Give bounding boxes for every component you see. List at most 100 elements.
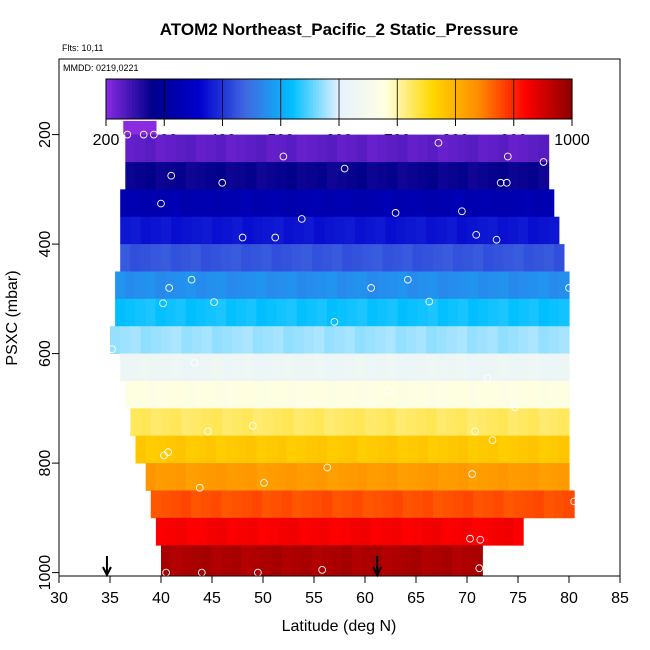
heatmap-cell <box>276 380 288 409</box>
heatmap-cell <box>344 326 356 354</box>
heatmap-cell <box>281 490 293 519</box>
colorbar-segment <box>525 79 529 119</box>
heatmap-cell <box>293 216 305 245</box>
y-tick-label: 200 <box>37 121 54 148</box>
colorbar-segment <box>423 79 427 119</box>
heatmap-cell <box>314 326 325 354</box>
measurement-point <box>238 233 247 242</box>
heatmap-cell <box>170 490 182 519</box>
heatmap-cell <box>190 244 202 272</box>
heatmap-cell <box>437 271 449 300</box>
heatmap-cell <box>473 490 484 519</box>
heatmap-cell <box>171 326 182 354</box>
heatmap-cell <box>538 298 550 327</box>
heatmap-cell <box>442 189 454 218</box>
heatmap-cell <box>311 244 323 272</box>
colorbar-segment <box>231 79 235 119</box>
heatmap-cell <box>538 463 550 491</box>
heatmap-cell <box>145 161 157 190</box>
heatmap-cell <box>342 244 353 272</box>
colorbar-segment <box>379 79 384 119</box>
colorbar-segment <box>111 79 116 119</box>
heatmap-cell <box>377 380 389 409</box>
heatmap-cell <box>252 408 264 437</box>
heatmap-cell <box>150 244 162 272</box>
heatmap-cell <box>412 189 424 218</box>
heatmap-cell <box>261 189 273 218</box>
heatmap-cell <box>492 517 504 546</box>
heatmap-cell <box>548 463 560 491</box>
heatmap-cell <box>498 380 510 409</box>
heatmap-cell <box>251 545 263 576</box>
heatmap-cell <box>362 189 373 218</box>
colorbar-segment <box>429 79 433 119</box>
heatmap-cell <box>336 161 348 190</box>
heatmap-cell <box>347 463 358 491</box>
heatmap-cell <box>452 545 463 576</box>
heatmap-cell <box>140 244 152 272</box>
heatmap-cell <box>205 380 217 409</box>
colorbar-segment <box>356 79 360 119</box>
heatmap-cell <box>507 216 519 245</box>
heatmap-cell <box>387 463 399 491</box>
heatmap-cell <box>236 271 247 300</box>
heatmap-cell <box>221 244 232 272</box>
colorbar-segment <box>202 79 206 119</box>
heatmap-cell <box>458 380 469 409</box>
heatmap-cell <box>446 216 458 245</box>
heatmap-cell <box>180 189 192 218</box>
heatmap-cell <box>548 380 560 409</box>
heatmap-cell <box>191 216 203 245</box>
heatmap-cell <box>488 380 500 409</box>
colorbar-segment <box>132 79 136 119</box>
heatmap-cell <box>293 326 305 354</box>
heatmap-cell <box>226 463 238 491</box>
heatmap-cell <box>268 517 279 546</box>
heatmap-cell <box>181 490 192 519</box>
heatmap-cell <box>375 216 386 245</box>
heatmap-cell <box>293 353 305 382</box>
heatmap-cell <box>395 408 407 437</box>
heatmap-cell <box>493 244 504 272</box>
heatmap-cell <box>402 490 414 519</box>
heatmap-cell <box>548 435 560 464</box>
heatmap-cell <box>417 134 429 163</box>
heatmap-cell <box>210 189 222 218</box>
heatmap-cell <box>507 353 519 382</box>
heatmap-cell <box>327 463 338 491</box>
heatmap-cell <box>508 298 520 327</box>
colorbar-segment <box>563 79 567 119</box>
colorbar-segment <box>516 79 521 119</box>
heatmap-cell <box>397 161 409 190</box>
heatmap-cell <box>296 134 308 163</box>
colorbar-segment <box>522 79 526 119</box>
heatmap-cell <box>281 189 293 218</box>
heatmap-cell <box>283 216 295 245</box>
colorbar-segment <box>237 79 241 119</box>
heatmap-cell <box>528 380 540 409</box>
heatmap-cell <box>456 326 468 354</box>
x-tick-label: 70 <box>458 590 476 607</box>
heatmap-cell <box>266 298 278 327</box>
colorbar-segment <box>449 79 454 119</box>
heatmap-cell <box>161 408 172 437</box>
heatmap-cell <box>412 244 424 272</box>
heatmap-cell <box>392 189 404 218</box>
colorbar-segment <box>359 79 363 119</box>
heatmap-cell <box>276 435 288 464</box>
heatmap-cell <box>467 134 479 163</box>
heatmap-cell <box>427 380 439 409</box>
colorbar-segment <box>472 79 477 119</box>
heatmap-cell <box>447 298 459 327</box>
colorbar-segment <box>178 79 183 119</box>
heatmap-cell <box>191 353 203 382</box>
heatmap-cell <box>377 134 388 163</box>
heatmap-cell <box>241 545 252 576</box>
colorbar-segment <box>566 79 570 119</box>
heatmap-cell <box>195 298 207 327</box>
heatmap-cell <box>301 490 313 519</box>
heatmap-cell <box>548 353 560 382</box>
heatmap-cell <box>266 435 278 464</box>
colorbar-segment <box>187 79 192 119</box>
heatmap-cell <box>185 435 197 464</box>
